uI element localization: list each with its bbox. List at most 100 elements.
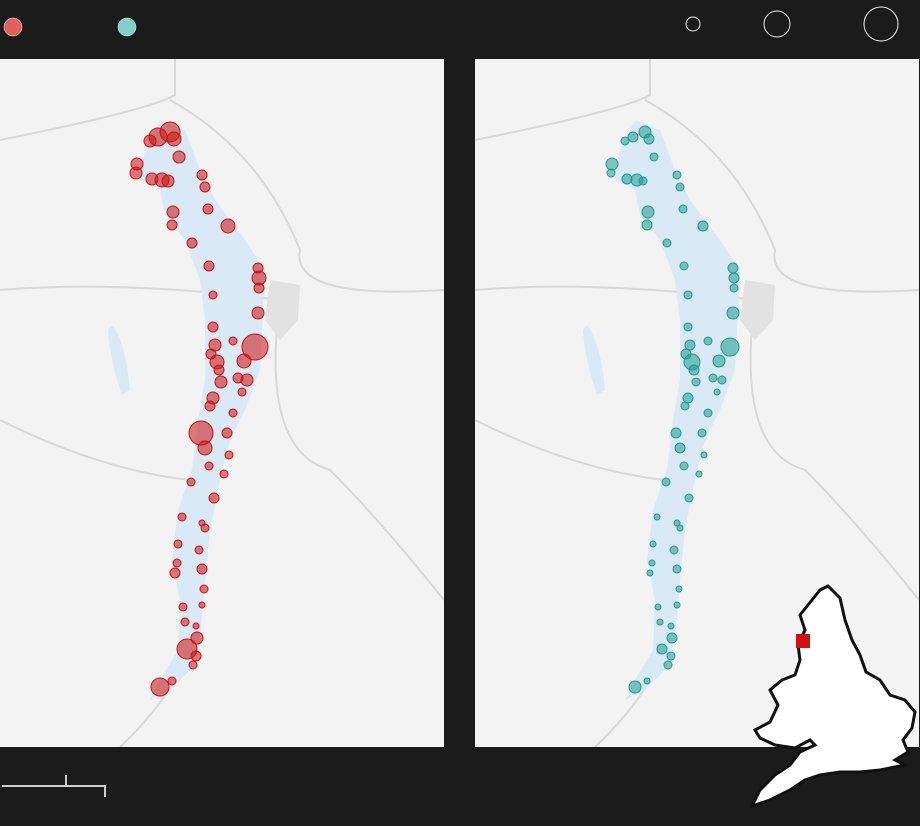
site-circle (251, 306, 265, 320)
site-circle (199, 181, 211, 193)
site-circle (166, 205, 180, 219)
site-circle (697, 220, 709, 232)
site-circle (620, 136, 630, 146)
road (475, 59, 919, 747)
site-circle (683, 322, 693, 332)
site-circle (669, 545, 679, 555)
site-circle (672, 564, 682, 574)
site-circle (670, 427, 682, 439)
site-circle (240, 373, 254, 387)
site-circle (161, 174, 175, 188)
site-circle (673, 519, 681, 527)
site-circle (200, 523, 210, 533)
site-circle (729, 283, 739, 293)
site-circle (654, 603, 662, 611)
site-circle (214, 375, 228, 389)
site-circle (188, 660, 198, 670)
map-panel (0, 59, 444, 747)
site-circle (150, 677, 170, 697)
site-circle (646, 569, 654, 577)
site-circle (236, 353, 252, 369)
site-circle (237, 387, 247, 397)
lake (140, 120, 265, 700)
map-panel (475, 59, 919, 747)
site-circle (213, 364, 225, 376)
site-circle (648, 559, 656, 567)
site-circle (196, 563, 208, 575)
lake (615, 120, 740, 700)
site-circle (691, 377, 701, 387)
site-circle (656, 618, 664, 626)
site-circle (649, 540, 657, 548)
site-circle (703, 336, 713, 346)
lake (108, 325, 130, 395)
site-circle (673, 601, 681, 609)
site-circle (190, 631, 204, 645)
site-circle (703, 408, 713, 418)
site-circle (666, 632, 678, 644)
site-circle (666, 651, 676, 661)
site-circle (695, 470, 703, 478)
site-circle (667, 622, 675, 630)
site-circle (186, 237, 198, 249)
road (0, 59, 444, 747)
site-circle (194, 545, 204, 555)
site-circle (208, 492, 220, 504)
site-circle (253, 282, 265, 294)
site-circle (198, 601, 206, 609)
site-circle (674, 442, 686, 454)
site-circle (178, 602, 188, 612)
site-circle (192, 622, 200, 630)
site-circle (675, 585, 683, 593)
site-circle (638, 176, 648, 186)
site-circle (656, 643, 668, 655)
site-circle (202, 203, 214, 215)
site-circle (219, 469, 229, 479)
site-circle (679, 261, 689, 271)
town (740, 280, 775, 340)
site-circle (172, 558, 182, 568)
site-circle (220, 218, 236, 234)
site-circle (208, 290, 218, 300)
site-circle (167, 676, 177, 686)
site-circle (688, 364, 700, 376)
location-marker (796, 634, 810, 648)
site-circle (228, 336, 238, 346)
site-circle (169, 567, 181, 579)
site-circle (676, 524, 684, 532)
site-circle (712, 354, 726, 368)
site-circle (697, 428, 707, 438)
site-circle (672, 170, 682, 180)
site-circle (661, 477, 671, 487)
site-circle (180, 617, 190, 627)
legend-swatch (3, 17, 23, 37)
site-circle (628, 680, 642, 694)
site-circle (196, 169, 208, 181)
site-circle (606, 168, 616, 178)
site-circle (713, 388, 721, 396)
site-circle (720, 337, 740, 357)
site-circle (653, 513, 661, 521)
site-circle (203, 260, 215, 272)
site-circle (683, 290, 693, 300)
site-circle (643, 133, 655, 145)
site-circle (684, 493, 694, 503)
site-circle (684, 339, 696, 351)
site-circle (641, 205, 655, 219)
site-circle (643, 677, 651, 685)
site-circle (173, 539, 183, 549)
site-circle (728, 272, 740, 284)
site-circle (679, 461, 689, 471)
site-circle (663, 660, 673, 670)
legend-size (763, 10, 791, 38)
site-circle (621, 173, 633, 185)
site-circle (177, 512, 187, 522)
legend-swatch (117, 17, 137, 37)
site-circle (627, 131, 639, 143)
site-circle (708, 373, 718, 383)
site-circle (166, 219, 178, 231)
site-circle (605, 157, 619, 171)
site-circle (172, 150, 186, 164)
town (265, 280, 300, 340)
